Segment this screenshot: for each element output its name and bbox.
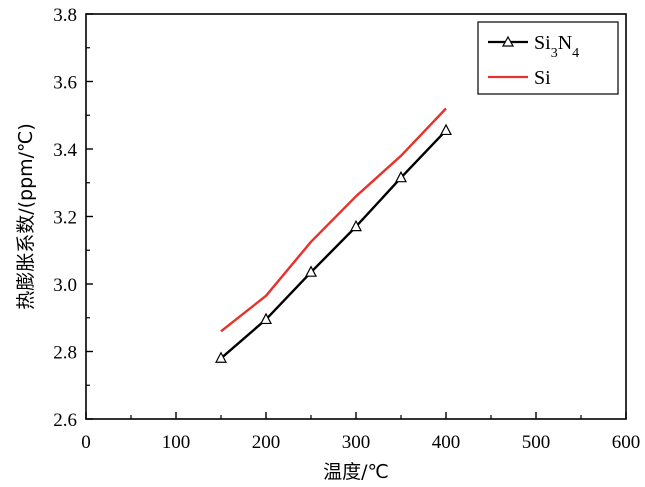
- legend-marker-triangle: [501, 35, 515, 47]
- legend-label-si: Si: [534, 67, 551, 89]
- data-point-si3n4: [440, 123, 452, 136]
- legend-box: [477, 21, 619, 95]
- data-point-si3n4: [260, 312, 272, 325]
- x-tick-label: 300: [342, 432, 371, 453]
- y-tick-label: 3.0: [53, 275, 77, 296]
- x-axis-label: 温度/℃: [323, 461, 389, 483]
- y-tick-label: 3.4: [53, 140, 77, 161]
- x-tick-label: 0: [81, 432, 91, 453]
- y-tick-label: 3.6: [53, 73, 77, 94]
- y-tick-label: 2.8: [53, 343, 77, 364]
- y-axis-label: 热膨胀系数/(ppm/℃): [15, 123, 37, 310]
- series-layer: [215, 107, 452, 363]
- series-line-si3n4: [220, 129, 447, 360]
- data-point-si3n4: [395, 170, 407, 183]
- y-tick-label: 2.6: [53, 410, 77, 431]
- y-tick-label: 3.8: [53, 5, 77, 26]
- x-tick-label: 400: [432, 432, 461, 453]
- x-tick-label: 100: [162, 432, 191, 453]
- data-point-si3n4: [215, 351, 227, 363]
- data-point-si3n4: [305, 265, 317, 277]
- x-tick-label: 600: [612, 432, 641, 453]
- y-tick-label: 3.2: [53, 208, 77, 229]
- data-point-si3n4: [350, 219, 362, 232]
- x-tick-label: 200: [252, 432, 281, 453]
- legend-label-si3n4: Si3N4: [534, 32, 579, 61]
- axes: 0 100 200 300 400 500 600 2.6 2.8 3.0 3.2 3.4 3.6 3.8…: [15, 5, 640, 483]
- series-line-si: [220, 107, 447, 333]
- x-tick-label: 500: [522, 432, 551, 453]
- legend: Si3N4 Si: [477, 21, 619, 95]
